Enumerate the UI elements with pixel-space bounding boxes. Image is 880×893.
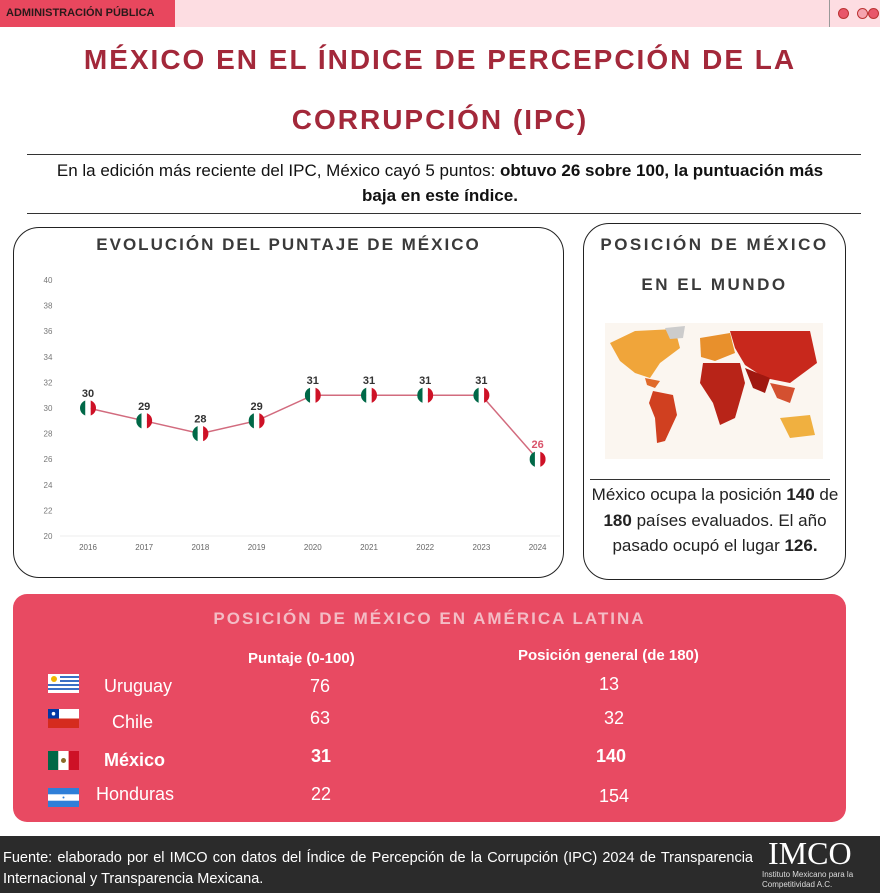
- y-tick-label: 30: [44, 404, 53, 413]
- divider: [27, 154, 861, 155]
- mexico-flag-marker: [304, 387, 321, 404]
- country-name: Uruguay: [104, 676, 173, 696]
- footer: [0, 836, 880, 893]
- rank-value: 32: [604, 708, 625, 728]
- score-value: 31: [311, 746, 332, 766]
- y-tick-label: 32: [44, 378, 53, 387]
- y-tick-label: 28: [44, 430, 53, 439]
- country-name: Chile: [112, 712, 154, 732]
- imco-logo-subtitle: Instituto Mexicano para la Competitivida…: [762, 870, 854, 889]
- y-tick-label: 22: [44, 506, 53, 515]
- data-label: 29: [138, 401, 150, 413]
- rank-header: Posición general (de 180): [518, 647, 699, 664]
- chart-card: [13, 227, 564, 578]
- score-value: 76: [310, 676, 331, 696]
- rank-value: 154: [599, 786, 630, 806]
- data-label: 28: [194, 414, 206, 426]
- x-tick-label: 2020: [304, 543, 322, 552]
- score-value: 63: [310, 708, 331, 728]
- world-title-line2: EN EL MUNDO: [641, 275, 788, 294]
- data-label: 31: [363, 375, 375, 387]
- x-tick-label: 2016: [79, 543, 97, 552]
- mexico-flag-marker: [529, 451, 546, 468]
- source-text: Fuente: elaborado por el IMCO con datos …: [3, 850, 753, 887]
- page-title-line2: CORRUPCIÓN (IPC): [291, 104, 589, 135]
- world-title: POSICIÓN DE MÉXICO: [600, 235, 829, 254]
- country-name: México: [104, 750, 166, 770]
- mexico-flag-marker: [192, 425, 209, 442]
- data-label: 31: [475, 375, 487, 387]
- section-tag: ADMINISTRACIÓN PÚBLICA: [0, 0, 175, 27]
- divider: [27, 213, 861, 214]
- series-line: [87, 394, 539, 460]
- dot-icon: [857, 8, 868, 19]
- x-tick-label: 2022: [416, 543, 434, 552]
- y-tick-label: 40: [44, 276, 53, 285]
- chile-flag-icon: [48, 709, 79, 728]
- score-value: 22: [311, 784, 332, 804]
- x-tick-label: 2021: [360, 543, 378, 552]
- data-label: 31: [419, 375, 431, 387]
- y-tick-label: 24: [44, 481, 53, 490]
- data-label: 30: [82, 388, 94, 400]
- y-tick-label: 36: [44, 327, 53, 336]
- y-tick-label: 26: [44, 455, 53, 464]
- imco-logo: IMCO: [768, 835, 852, 871]
- data-label: 29: [250, 401, 262, 413]
- dot-icon: [838, 8, 849, 19]
- y-tick-label: 34: [44, 353, 53, 362]
- world-map: [605, 323, 823, 459]
- honduras-flag-icon: [48, 788, 79, 807]
- x-tick-label: 2018: [192, 543, 210, 552]
- dot-icon: [868, 8, 879, 19]
- rank-value: 13: [599, 674, 620, 694]
- score-header: Puntaje (0-100): [248, 650, 355, 667]
- mexico-flag-marker: [361, 387, 377, 404]
- mexico-flag-marker: [248, 412, 265, 429]
- rank-value: 140: [596, 746, 627, 766]
- divider: [829, 0, 830, 27]
- mexico-flag-marker: [136, 412, 153, 429]
- data-label: 31: [307, 375, 319, 387]
- x-tick-label: 2024: [529, 543, 547, 552]
- x-tick-label: 2023: [473, 543, 491, 552]
- x-tick-label: 2017: [135, 543, 153, 552]
- subtitle: En la edición más reciente del IPC, Méxi…: [56, 161, 824, 205]
- data-label: 26: [531, 439, 543, 451]
- latam-title: POSICIÓN DE MÉXICO EN AMÉRICA LATINA: [213, 609, 646, 628]
- page-title: MÉXICO EN EL ÍNDICE DE PERCEPCIÓN DE LA: [83, 44, 797, 75]
- mexico-flag-icon: [48, 751, 79, 770]
- y-tick-label: 38: [44, 302, 53, 311]
- mexico-flag-marker: [80, 400, 96, 416]
- chart-title: EVOLUCIÓN DEL PUNTAJE DE MÉXICO: [96, 235, 481, 254]
- country-name: Honduras: [96, 784, 175, 804]
- x-tick-label: 2019: [248, 543, 266, 552]
- world-position-text: México ocupa la posición 140 de 180 país…: [591, 485, 839, 555]
- latam-panel: [13, 594, 846, 822]
- divider: [590, 479, 830, 480]
- uruguay-flag-icon: [48, 674, 79, 693]
- mexico-flag-marker: [473, 387, 490, 404]
- y-tick-label: 20: [44, 532, 53, 541]
- mexico-flag-marker: [417, 387, 434, 404]
